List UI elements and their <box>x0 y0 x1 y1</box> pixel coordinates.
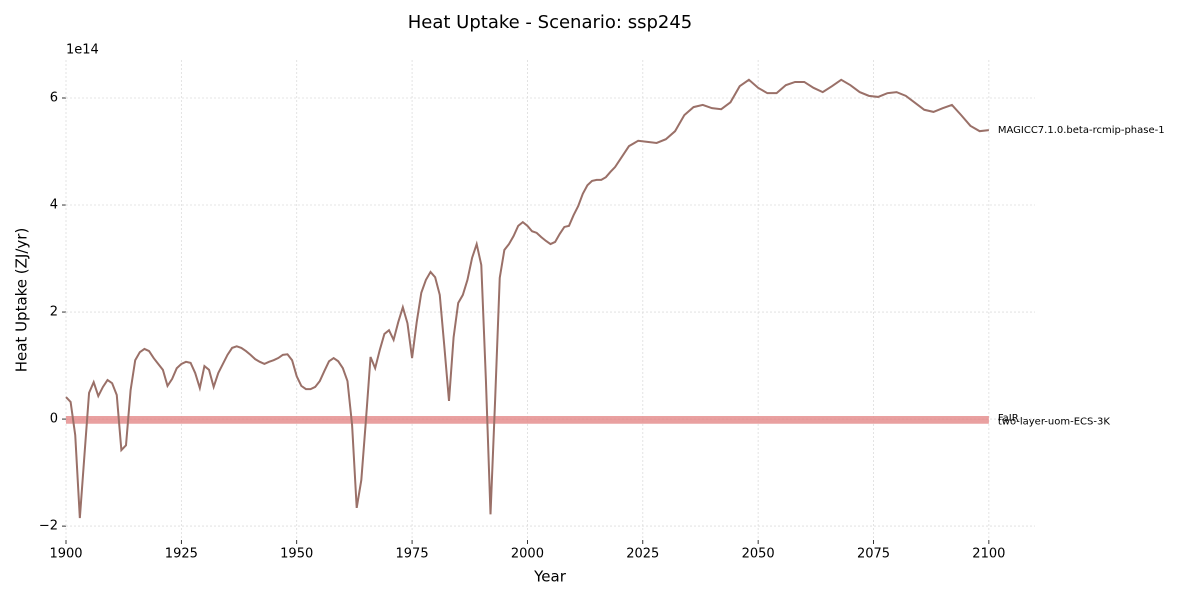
y-axis-label: Heat Uptake (ZJ/yr) <box>13 228 31 373</box>
series-end-label: two-layer-uom-ECS-3K <box>998 417 1110 428</box>
x-tick-label: 1950 <box>280 547 313 562</box>
y-tick-label: 2 <box>50 305 58 320</box>
x-axis-label: Year <box>533 568 567 586</box>
y-tick-label: 0 <box>50 412 58 427</box>
x-tick-label: 2000 <box>511 547 544 562</box>
y-offset-label: 1e14 <box>66 43 99 58</box>
series-end-label: MAGICC7.1.0.beta-rcmip-phase-1 <box>998 125 1165 136</box>
x-tick-label: 1975 <box>396 547 429 562</box>
y-tick-label: 4 <box>50 198 58 213</box>
x-tick-label: 2100 <box>972 547 1005 562</box>
series-line <box>65 78 989 519</box>
x-tick-label: 1900 <box>49 547 82 562</box>
x-tick-label: 2025 <box>626 547 659 562</box>
chart-title: Heat Uptake - Scenario: ssp245 <box>408 12 692 33</box>
y-tick-label: −2 <box>39 519 58 534</box>
x-tick-label: 2050 <box>742 547 775 562</box>
series-end-label: FaIR <box>998 413 1019 424</box>
x-tick-label: 1925 <box>165 547 198 562</box>
y-tick-label: 6 <box>50 90 58 105</box>
x-tick-label: 2075 <box>857 547 890 562</box>
